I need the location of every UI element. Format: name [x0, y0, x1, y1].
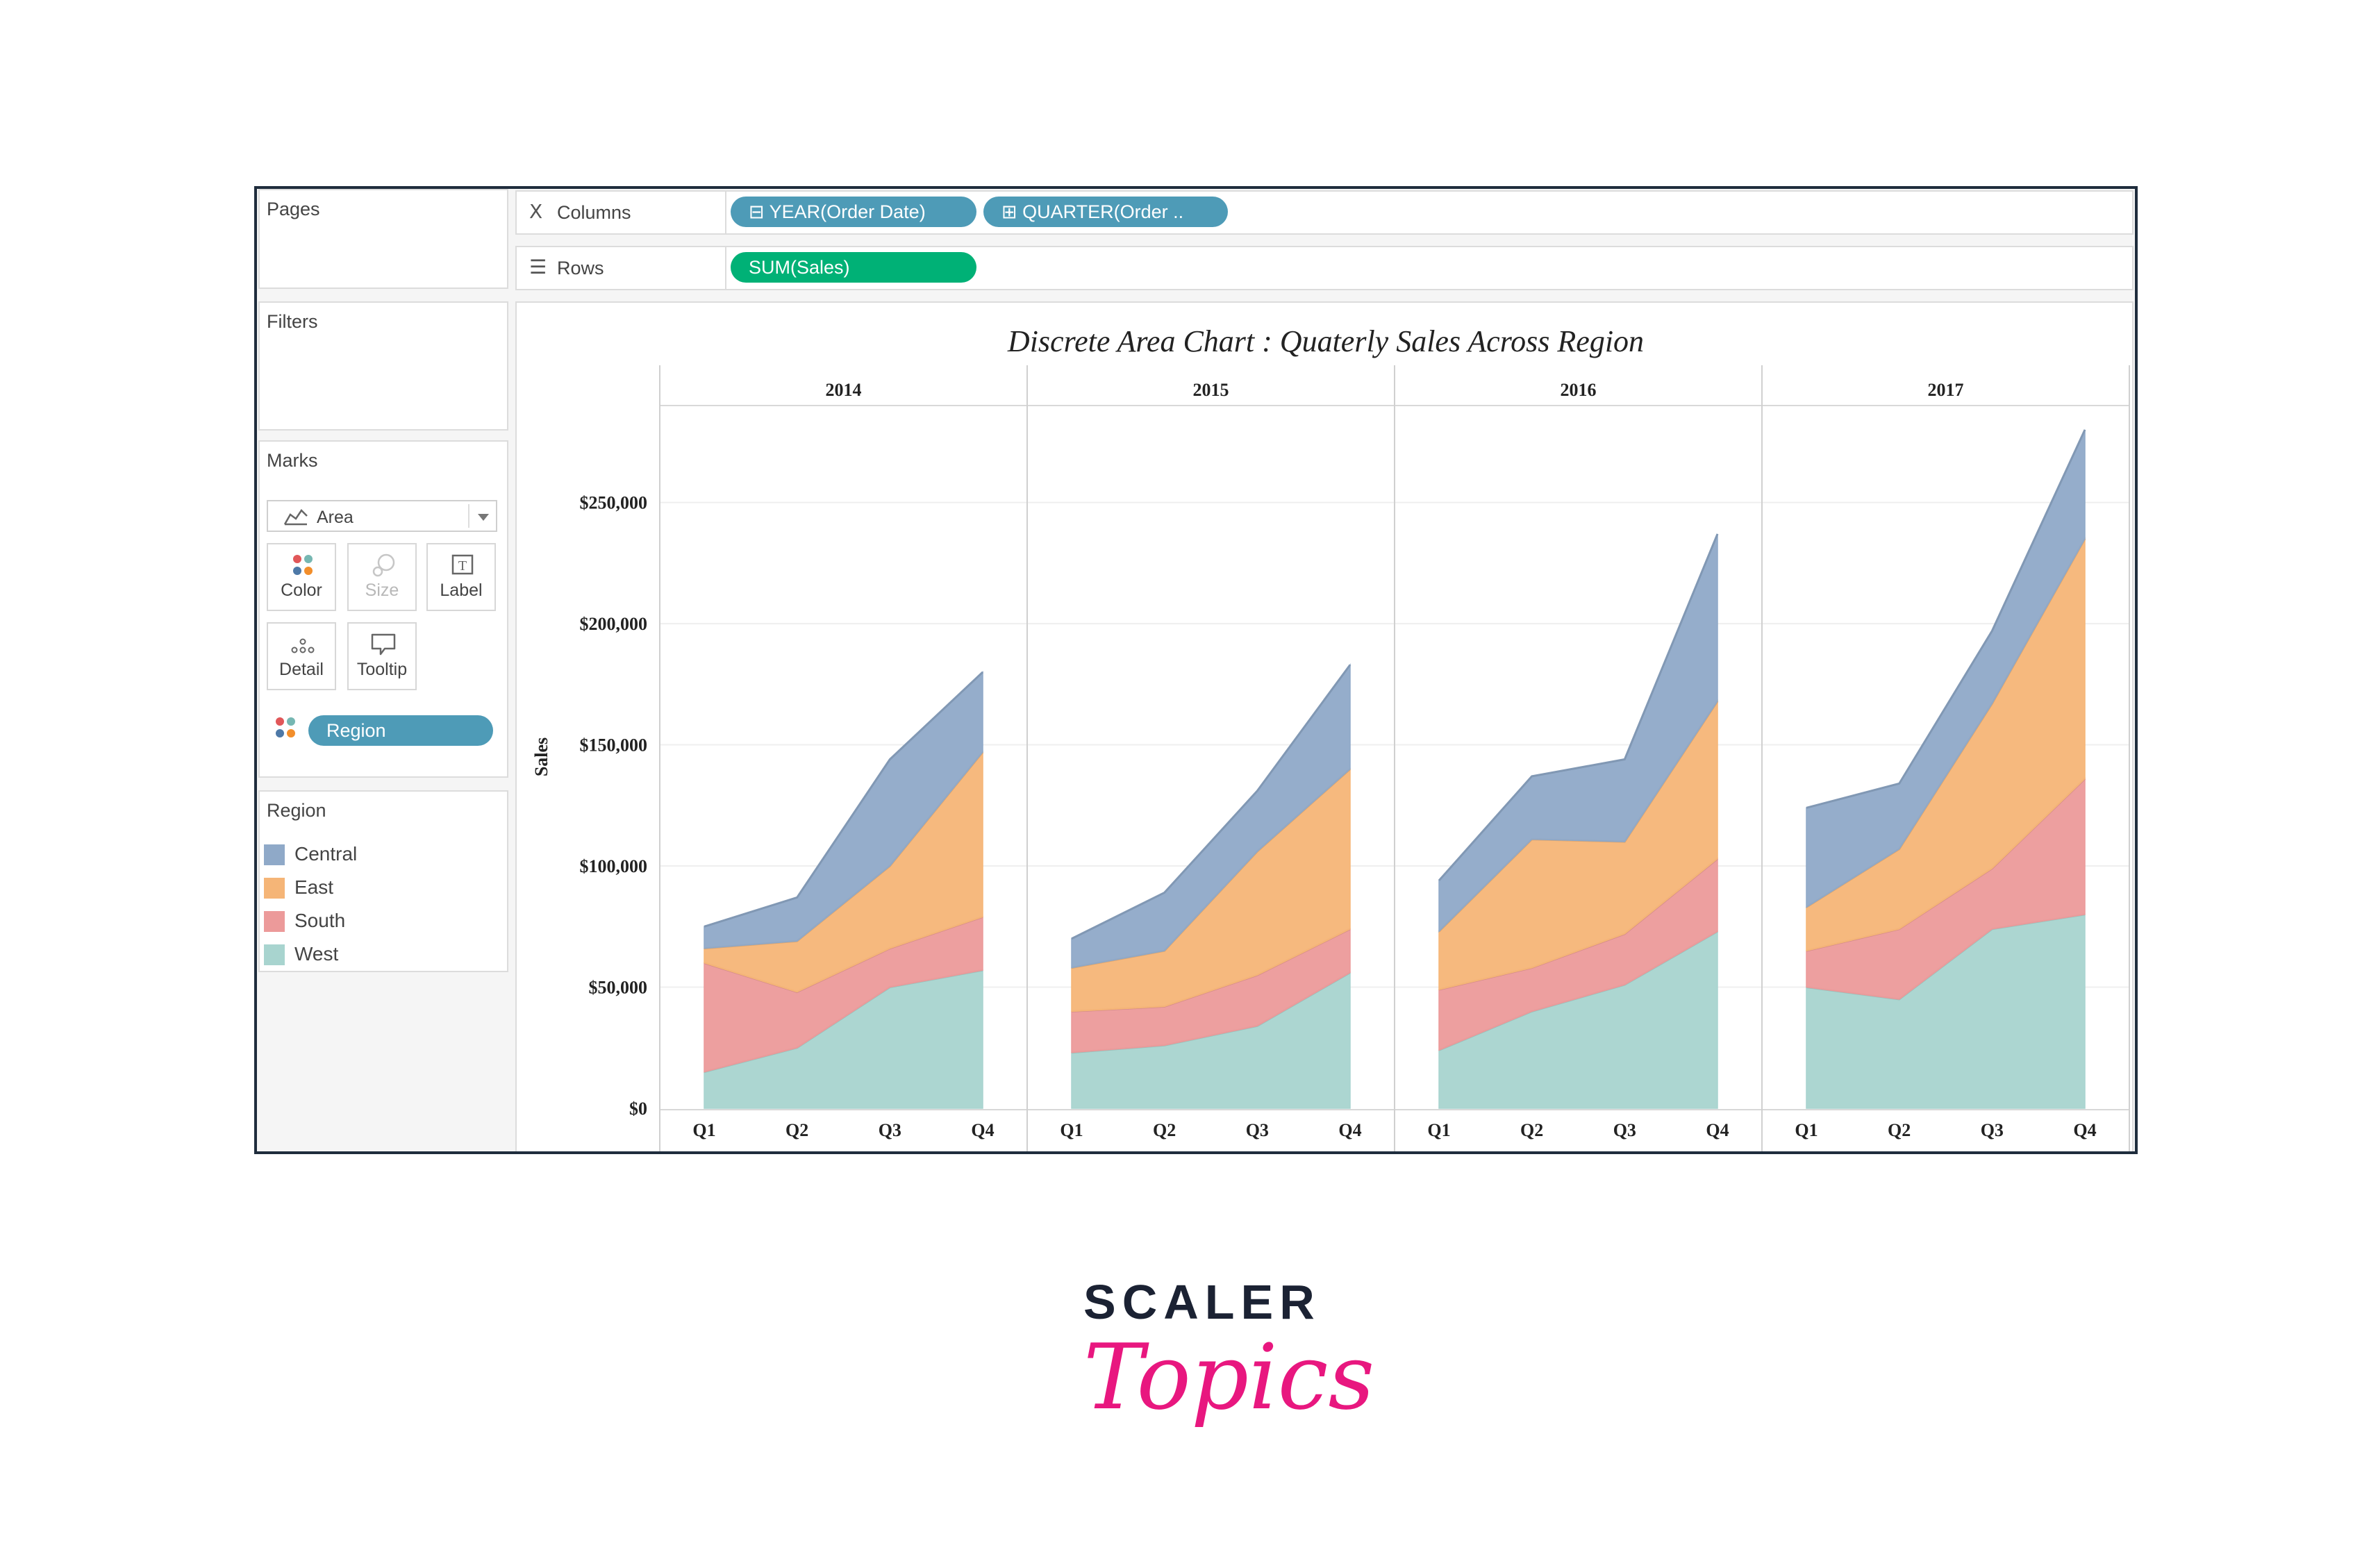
legend-label: South — [294, 910, 346, 931]
area-chart: Discrete Area Chart : Quaterly Sales Acr… — [531, 324, 2130, 1151]
x-tick-label: Q4 — [2073, 1120, 2096, 1140]
area-edge-central-2014 — [704, 671, 984, 928]
label-button[interactable]: T Label — [426, 543, 496, 611]
filters-card[interactable]: Filters — [258, 301, 508, 431]
rows-shelf-label: ☰ Rows — [517, 247, 726, 289]
legend-swatch — [264, 911, 285, 932]
region-legend: Region Central East South West — [258, 790, 508, 972]
legend-swatch — [264, 844, 285, 865]
area-edge-central-2015 — [1071, 664, 1352, 940]
legend-title: Region — [267, 800, 326, 821]
label-button-label: Label — [440, 581, 483, 600]
x-tick-label: Q2 — [1153, 1120, 1176, 1140]
viz-area: Discrete Area Chart : Quaterly Sales Acr… — [515, 301, 2134, 1151]
x-tick-label: Q1 — [1060, 1120, 1083, 1140]
legend-label: East — [294, 876, 334, 898]
x-tick-label: Q4 — [1706, 1120, 1729, 1140]
x-tick-label: Q2 — [1520, 1120, 1543, 1140]
year-order-date-pill[interactable]: ⊟ YEAR(Order Date) — [731, 197, 976, 227]
mark-type-dropdown[interactable]: Area — [267, 500, 497, 532]
rows-icon: ☰ — [529, 256, 547, 278]
columns-icon: Ⅹ — [529, 201, 543, 222]
text-label-icon: T — [451, 554, 474, 575]
columns-shelf-label: Ⅹ Columns — [517, 192, 726, 233]
pane-header-2017: 2017 — [1928, 380, 1964, 400]
x-tick-label: Q4 — [971, 1120, 994, 1140]
logo-wordmark-bottom: Topics — [1083, 1324, 1375, 1430]
y-tick-label: $150,000 — [580, 735, 648, 756]
detail-button-label: Detail — [279, 660, 324, 679]
x-tick-label: Q4 — [1338, 1120, 1361, 1140]
legend-label: Central — [294, 843, 358, 865]
speech-bubble-icon — [371, 633, 396, 656]
x-tick-label: Q3 — [1981, 1120, 2004, 1140]
tableau-window: Pages Filters Marks Area Color — [254, 186, 2138, 1154]
legend-swatch — [264, 878, 285, 899]
y-tick-label: $250,000 — [580, 493, 648, 513]
detail-button[interactable]: Detail — [267, 622, 336, 690]
mark-type-label: Area — [317, 508, 354, 527]
x-tick-label: Q3 — [879, 1120, 901, 1140]
tooltip-button[interactable]: Tooltip — [347, 622, 417, 690]
y-tick-label: $0 — [629, 1099, 647, 1119]
pane-header-2015: 2015 — [1193, 380, 1229, 400]
x-tick-label: Q2 — [785, 1120, 808, 1140]
area-edge-central-2017 — [1806, 429, 2086, 809]
marks-card: Marks Area Color Size — [258, 440, 508, 778]
rows-label-text: Rows — [557, 258, 604, 278]
x-tick-label: Q1 — [1427, 1120, 1450, 1140]
chart-title: Discrete Area Chart : Quaterly Sales Acr… — [1007, 324, 1644, 358]
x-tick-label: Q1 — [1795, 1120, 1818, 1140]
color-button[interactable]: Color — [267, 543, 336, 611]
pages-title: Pages — [267, 199, 320, 219]
area-edge-central-2016 — [1438, 533, 1719, 881]
y-tick-label: $200,000 — [580, 614, 648, 634]
quarter-order-date-pill[interactable]: ⊞ QUARTER(Order .. — [983, 197, 1228, 227]
y-tick-label: $50,000 — [589, 978, 648, 998]
detail-dots-icon — [291, 638, 315, 653]
pane-header-2014: 2014 — [826, 380, 862, 400]
tooltip-button-label: Tooltip — [356, 660, 408, 679]
x-tick-label: Q3 — [1246, 1120, 1269, 1140]
chevron-down-icon — [478, 514, 489, 521]
pages-card: Pages — [258, 189, 508, 289]
area-mark-icon — [283, 509, 308, 526]
size-button-label: Size — [365, 581, 399, 600]
size-icon — [372, 553, 395, 577]
sum-sales-pill[interactable]: SUM(Sales) — [731, 252, 976, 283]
svg-text:T: T — [458, 558, 467, 574]
color-dots-icon — [293, 555, 313, 575]
scaler-topics-logo: SCALER Topics — [1083, 1274, 1375, 1476]
rows-shelf[interactable]: ☰ Rows SUM(Sales) — [515, 246, 2134, 290]
x-tick-label: Q3 — [1613, 1120, 1636, 1140]
color-encoding-icon — [276, 717, 295, 737]
legend-swatch — [264, 944, 285, 965]
logo-wordmark-top: SCALER — [1083, 1275, 1321, 1329]
y-tick-label: $100,000 — [580, 856, 648, 876]
dropdown-divider — [468, 504, 469, 528]
color-button-label: Color — [281, 581, 322, 600]
columns-shelf[interactable]: Ⅹ Columns ⊟ YEAR(Order Date) ⊞ QUARTER(O… — [515, 190, 2134, 235]
marks-title: Marks — [267, 450, 318, 471]
size-button[interactable]: Size — [347, 543, 417, 611]
columns-label-text: Columns — [557, 202, 631, 223]
pane-header-2016: 2016 — [1561, 380, 1597, 400]
x-tick-label: Q1 — [692, 1120, 715, 1140]
y-axis-title: Sales — [531, 737, 551, 776]
filters-title: Filters — [267, 311, 318, 332]
region-color-pill[interactable]: Region — [308, 715, 493, 746]
x-tick-label: Q2 — [1888, 1120, 1911, 1140]
legend-label: West — [294, 943, 339, 965]
